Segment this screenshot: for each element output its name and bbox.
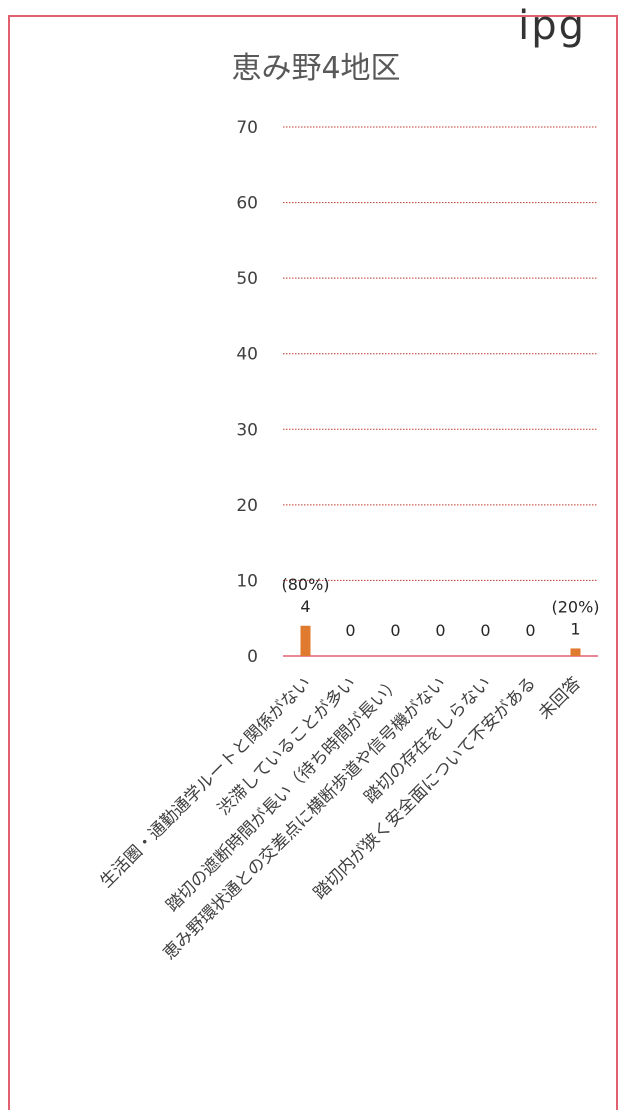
- grid-lines: [283, 126, 598, 657]
- y-tick-label: 20: [236, 496, 258, 516]
- category-labels: 生活圏・通勤通学ルートと関係がない渋滞していることが多い踏切の遮断時間が長い（待…: [97, 673, 585, 964]
- chart-title: 恵み野4地区: [231, 51, 400, 86]
- y-tick-label: 0: [247, 647, 258, 667]
- category-label: 未回答: [535, 673, 585, 723]
- cut-off-header-text: ipg: [518, 3, 586, 49]
- y-tick-label: 70: [236, 118, 258, 138]
- value-label: 1: [570, 619, 580, 638]
- bars: [300, 625, 581, 656]
- value-label: 0: [390, 621, 400, 640]
- y-tick-label: 40: [236, 345, 258, 365]
- value-label: 0: [525, 621, 535, 640]
- value-label: 0: [480, 621, 490, 640]
- percent-label: (20%): [551, 597, 599, 616]
- y-tick-label: 10: [236, 571, 258, 591]
- y-axis-ticks: 0 10 20 30 40 50 60 70: [236, 118, 258, 667]
- value-label: 0: [345, 621, 355, 640]
- chart-frame: ipg: [8, 3, 618, 1110]
- y-tick-label: 30: [236, 420, 258, 440]
- value-label: 4: [300, 597, 310, 616]
- data-labels: 4 (80%) 0 0 0 0 0 1 (20%): [281, 575, 599, 640]
- bar: [570, 648, 581, 656]
- bar: [300, 625, 311, 656]
- y-tick-label: 50: [236, 269, 258, 289]
- percent-label: (80%): [281, 575, 329, 594]
- y-tick-label: 60: [236, 194, 258, 214]
- value-label: 0: [435, 621, 445, 640]
